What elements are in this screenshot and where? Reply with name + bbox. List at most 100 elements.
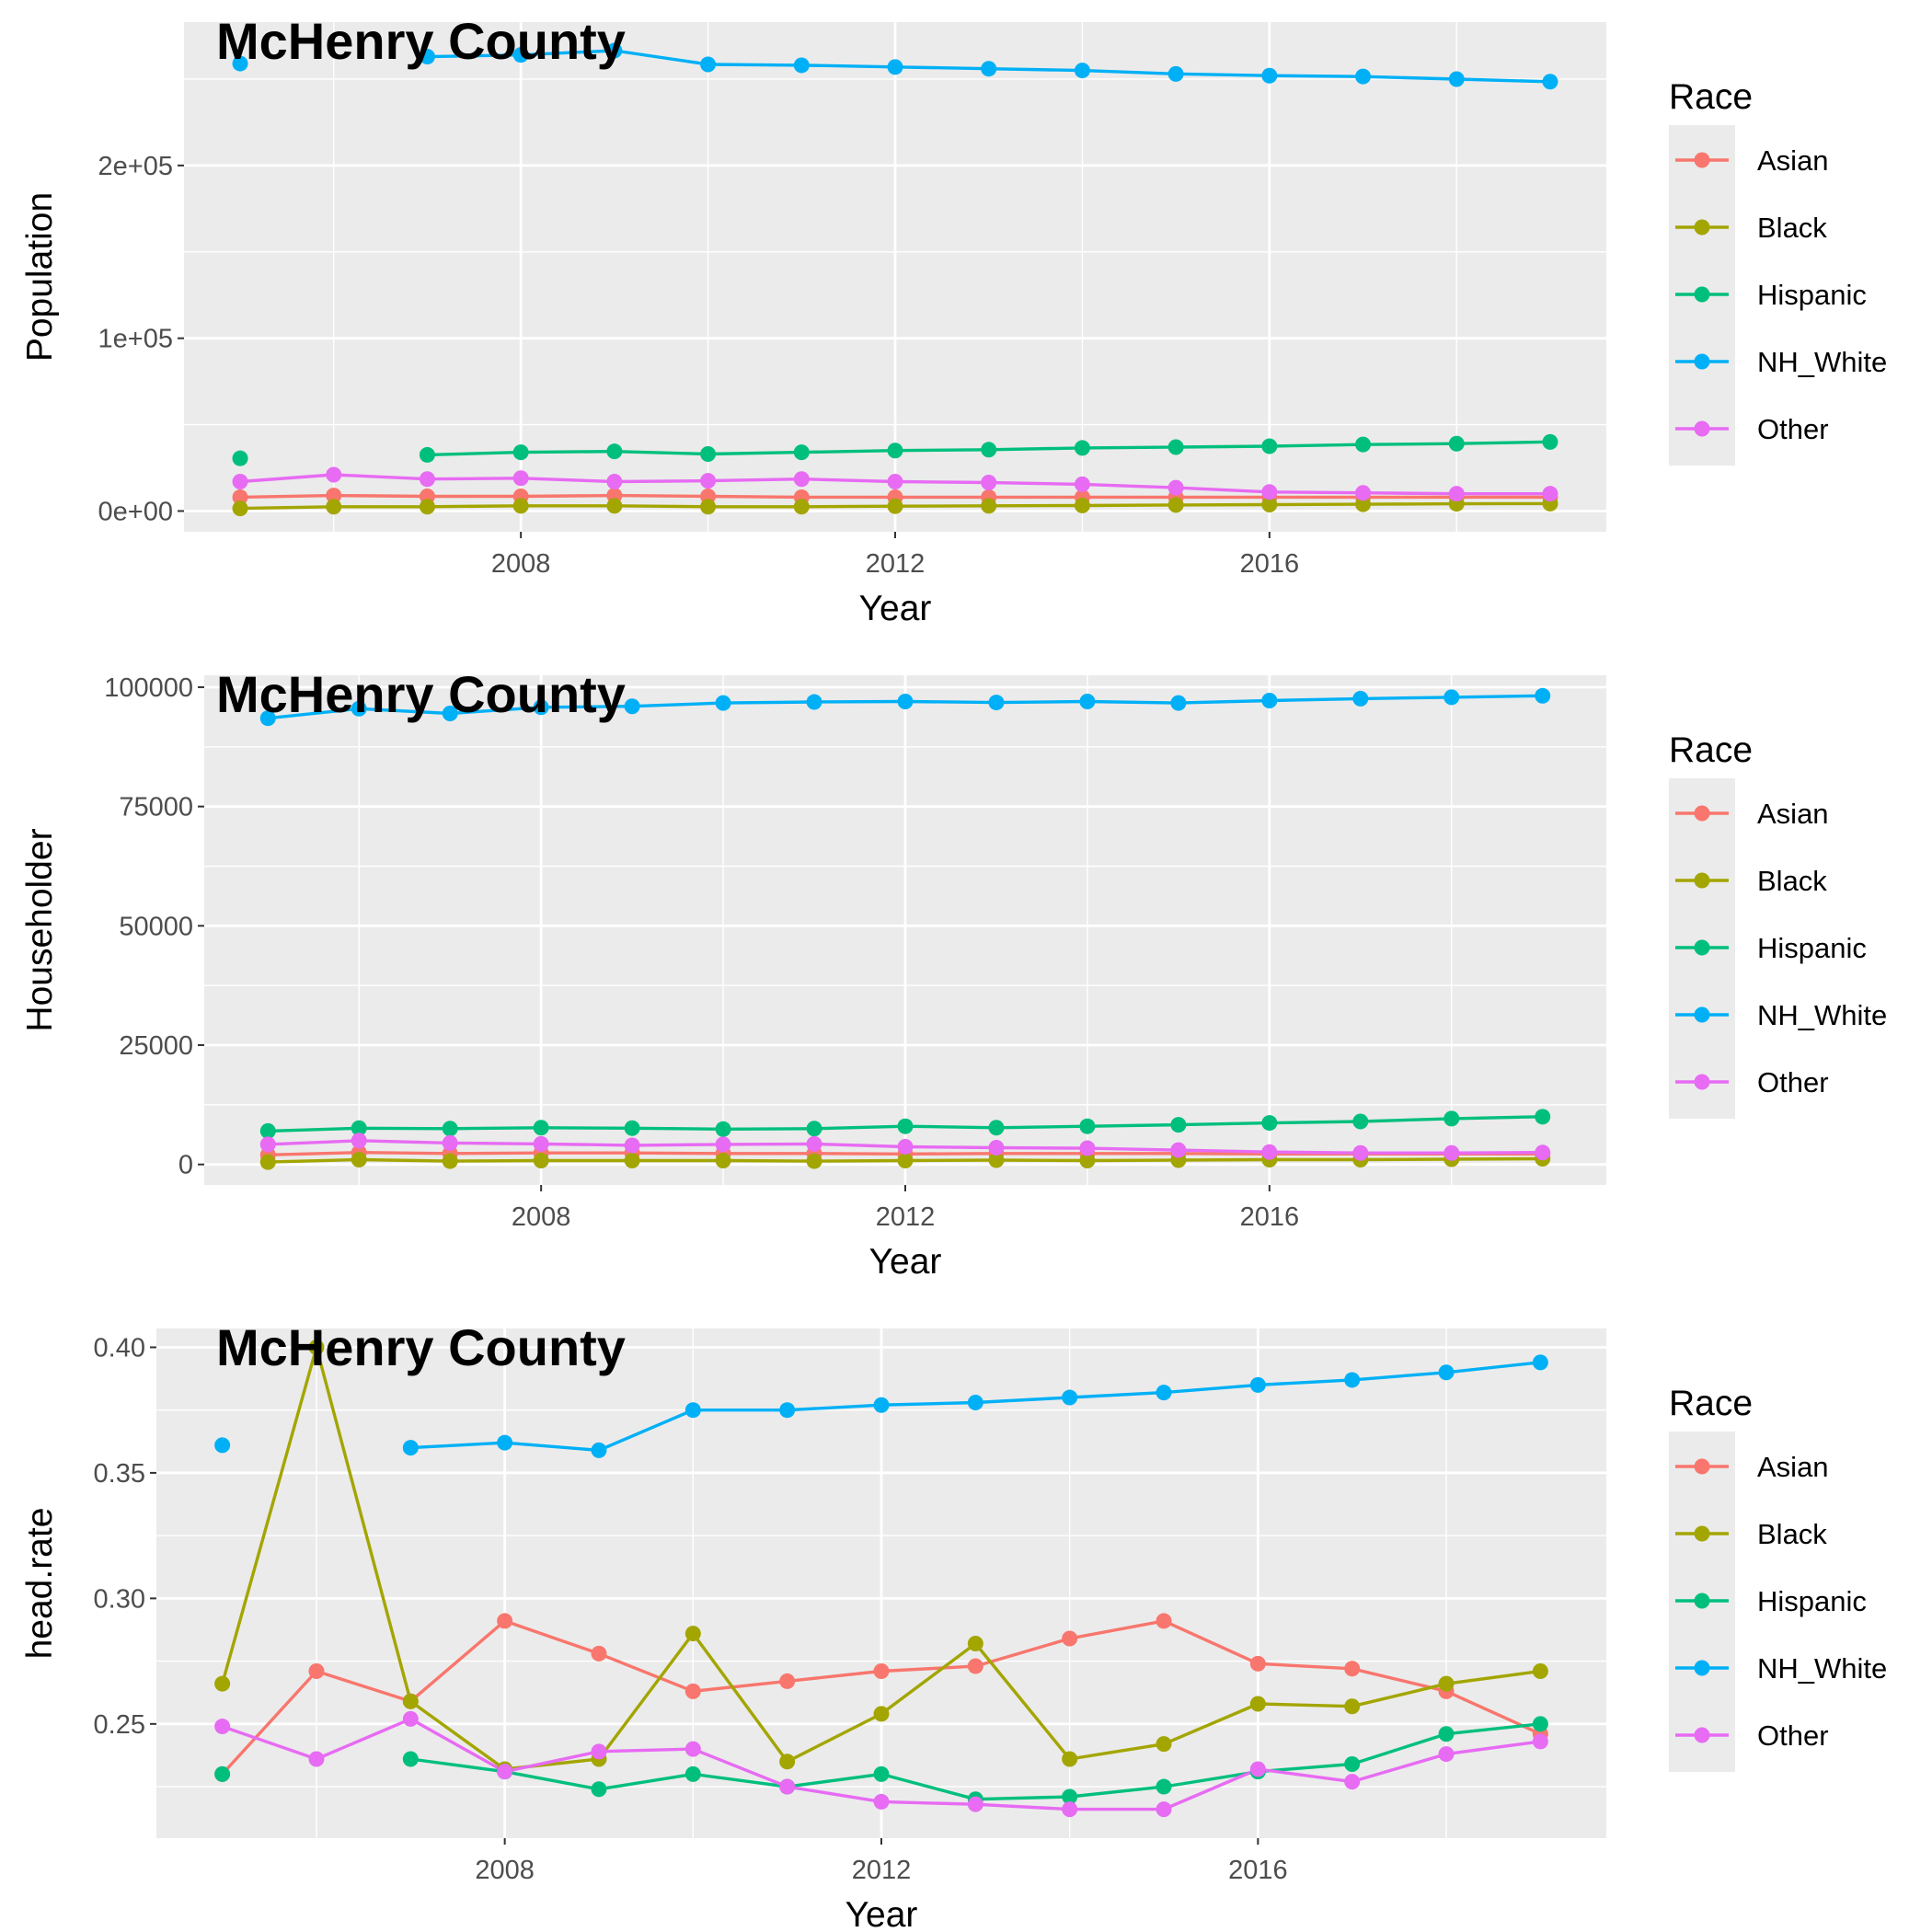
data-point-black xyxy=(873,1706,890,1722)
data-point-black xyxy=(1249,1696,1266,1712)
data-point-nh_white xyxy=(1261,67,1278,84)
y-tick-label: 0.30 xyxy=(94,1584,145,1614)
data-point-asian xyxy=(591,1645,607,1662)
data-point-other xyxy=(497,1764,513,1780)
data-point-hispanic xyxy=(1079,1118,1096,1134)
data-point-nh_white xyxy=(873,1397,890,1413)
legend-item-asian: Asian xyxy=(1675,1451,1829,1483)
data-point-other xyxy=(1542,486,1558,502)
data-point-nh_white xyxy=(887,59,903,75)
data-point-black xyxy=(351,1152,367,1168)
data-point-other xyxy=(1355,485,1372,501)
data-point-other xyxy=(1074,476,1090,492)
data-point-hispanic xyxy=(1532,1716,1548,1732)
data-point-hispanic xyxy=(793,444,810,461)
data-point-nh_white xyxy=(419,49,435,65)
data-point-hispanic xyxy=(1074,440,1090,456)
data-point-other xyxy=(1443,1144,1460,1161)
data-point-hispanic xyxy=(1535,1109,1551,1125)
data-point-other xyxy=(897,1139,914,1156)
data-point-nh_white xyxy=(806,694,822,710)
legend-key-point xyxy=(1694,939,1710,956)
data-point-other xyxy=(1261,1144,1278,1160)
data-point-asian xyxy=(967,1658,983,1674)
data-point-black xyxy=(715,1153,731,1169)
data-point-black xyxy=(232,500,248,517)
legend-key-point xyxy=(1694,1593,1710,1609)
x-tick-label: 2012 xyxy=(876,1202,936,1232)
y-tick-label: 0.25 xyxy=(94,1710,145,1740)
data-point-hispanic xyxy=(1542,433,1558,450)
data-point-hispanic xyxy=(1355,436,1372,453)
legend-item-hispanic: Hispanic xyxy=(1675,932,1867,964)
y-tick-label: 0.35 xyxy=(94,1459,145,1489)
x-axis-title: Year xyxy=(869,1242,942,1282)
data-point-black xyxy=(512,498,529,514)
data-point-hispanic xyxy=(442,1121,458,1137)
data-point-other xyxy=(981,474,997,490)
legend-label: Hispanic xyxy=(1757,279,1867,311)
data-point-nh_white xyxy=(1249,1376,1266,1393)
data-point-nh_white xyxy=(1156,1385,1172,1401)
y-axis-title: Population xyxy=(20,192,60,362)
legend-key-point xyxy=(1694,286,1710,303)
y-tick-label: 75000 xyxy=(119,793,193,822)
legend-key-point xyxy=(1694,1660,1710,1676)
legend-item-hispanic: Hispanic xyxy=(1675,279,1867,311)
data-point-nh_white xyxy=(715,695,731,711)
data-point-nh_white xyxy=(1079,694,1096,710)
data-point-hispanic xyxy=(684,1765,701,1782)
data-point-black xyxy=(1438,1675,1455,1692)
panel-title: McHenry County xyxy=(216,665,626,723)
legend-label: Asian xyxy=(1757,144,1829,177)
data-point-asian xyxy=(1249,1655,1266,1672)
data-point-nh_white xyxy=(1167,65,1184,82)
data-point-other xyxy=(442,1134,458,1151)
legend-key-point xyxy=(1694,219,1710,236)
data-point-other xyxy=(1448,486,1465,502)
legend-item-hispanic: Hispanic xyxy=(1675,1585,1867,1617)
data-point-other xyxy=(806,1135,822,1152)
panel-title: McHenry County xyxy=(216,12,626,70)
data-point-black xyxy=(259,1154,276,1170)
data-point-other xyxy=(591,1743,607,1760)
y-tick-label: 1e+05 xyxy=(98,325,173,354)
data-point-nh_white xyxy=(988,695,1005,711)
x-tick-label: 2016 xyxy=(1240,549,1300,579)
data-point-hispanic xyxy=(887,443,903,459)
data-point-other xyxy=(308,1751,325,1767)
data-point-black xyxy=(1156,1736,1172,1753)
legend-item-other: Other xyxy=(1675,413,1829,445)
data-point-nh_white xyxy=(779,1402,796,1419)
data-point-asian xyxy=(232,489,248,505)
data-point-nh_white xyxy=(1261,692,1278,708)
legend-item-nh_white: NH_White xyxy=(1675,346,1887,378)
legend-key-point xyxy=(1694,1525,1710,1542)
legend-label: Other xyxy=(1757,1066,1829,1098)
y-tick-label: 2e+05 xyxy=(98,152,173,181)
data-point-hispanic xyxy=(624,1120,640,1136)
data-point-black xyxy=(684,1626,701,1642)
x-tick-label: 2008 xyxy=(491,549,551,579)
data-point-other xyxy=(1535,1144,1551,1161)
y-tick-label: 0.40 xyxy=(94,1333,145,1363)
data-point-nh_white xyxy=(1062,1389,1078,1406)
legend-label: NH_White xyxy=(1757,346,1887,378)
data-point-nh_white xyxy=(402,1440,419,1456)
data-point-black xyxy=(419,499,435,515)
x-tick-label: 2008 xyxy=(512,1202,571,1232)
data-point-black xyxy=(1167,497,1184,513)
legend-title: Race xyxy=(1669,77,1753,117)
data-point-hispanic xyxy=(259,1122,276,1139)
legend-key-point xyxy=(1694,1458,1710,1475)
data-point-nh_white xyxy=(259,710,276,727)
data-point-nh_white xyxy=(497,1434,513,1451)
data-point-other xyxy=(624,1137,640,1154)
chart-panel-1: 0e+00 1e+05 2e+05 2008 2012 2016 Year Populatio… xyxy=(20,12,1887,628)
y-tick-label: 50000 xyxy=(119,912,193,941)
legend-item-black: Black xyxy=(1675,865,1827,897)
data-point-black xyxy=(981,498,997,514)
data-point-other xyxy=(606,474,623,490)
legend-item-asian: Asian xyxy=(1675,144,1829,177)
